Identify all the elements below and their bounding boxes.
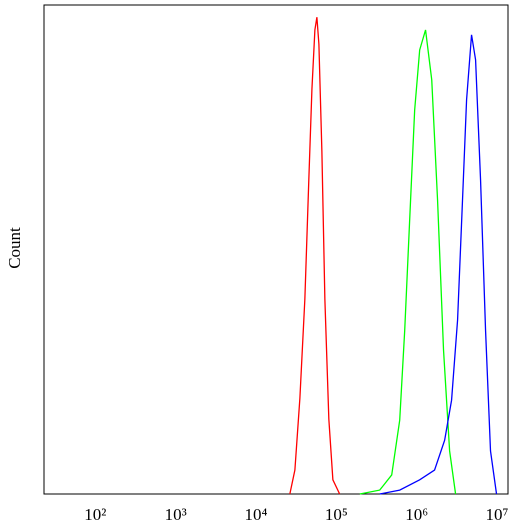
- histogram-line: [289, 17, 341, 495]
- x-tick-label: 10⁴: [245, 505, 268, 524]
- x-tick-label: 10²: [84, 505, 106, 524]
- x-tick-label: 10⁶: [405, 505, 428, 524]
- histogram-line: [379, 34, 498, 495]
- histogram-line: [359, 29, 457, 495]
- x-tick-label: 10⁷: [486, 505, 509, 524]
- plot-frame: [43, 4, 509, 495]
- y-axis-label: Count: [5, 227, 24, 269]
- x-tick-label: 10³: [165, 505, 187, 524]
- x-tick-label: 10⁵: [325, 505, 348, 524]
